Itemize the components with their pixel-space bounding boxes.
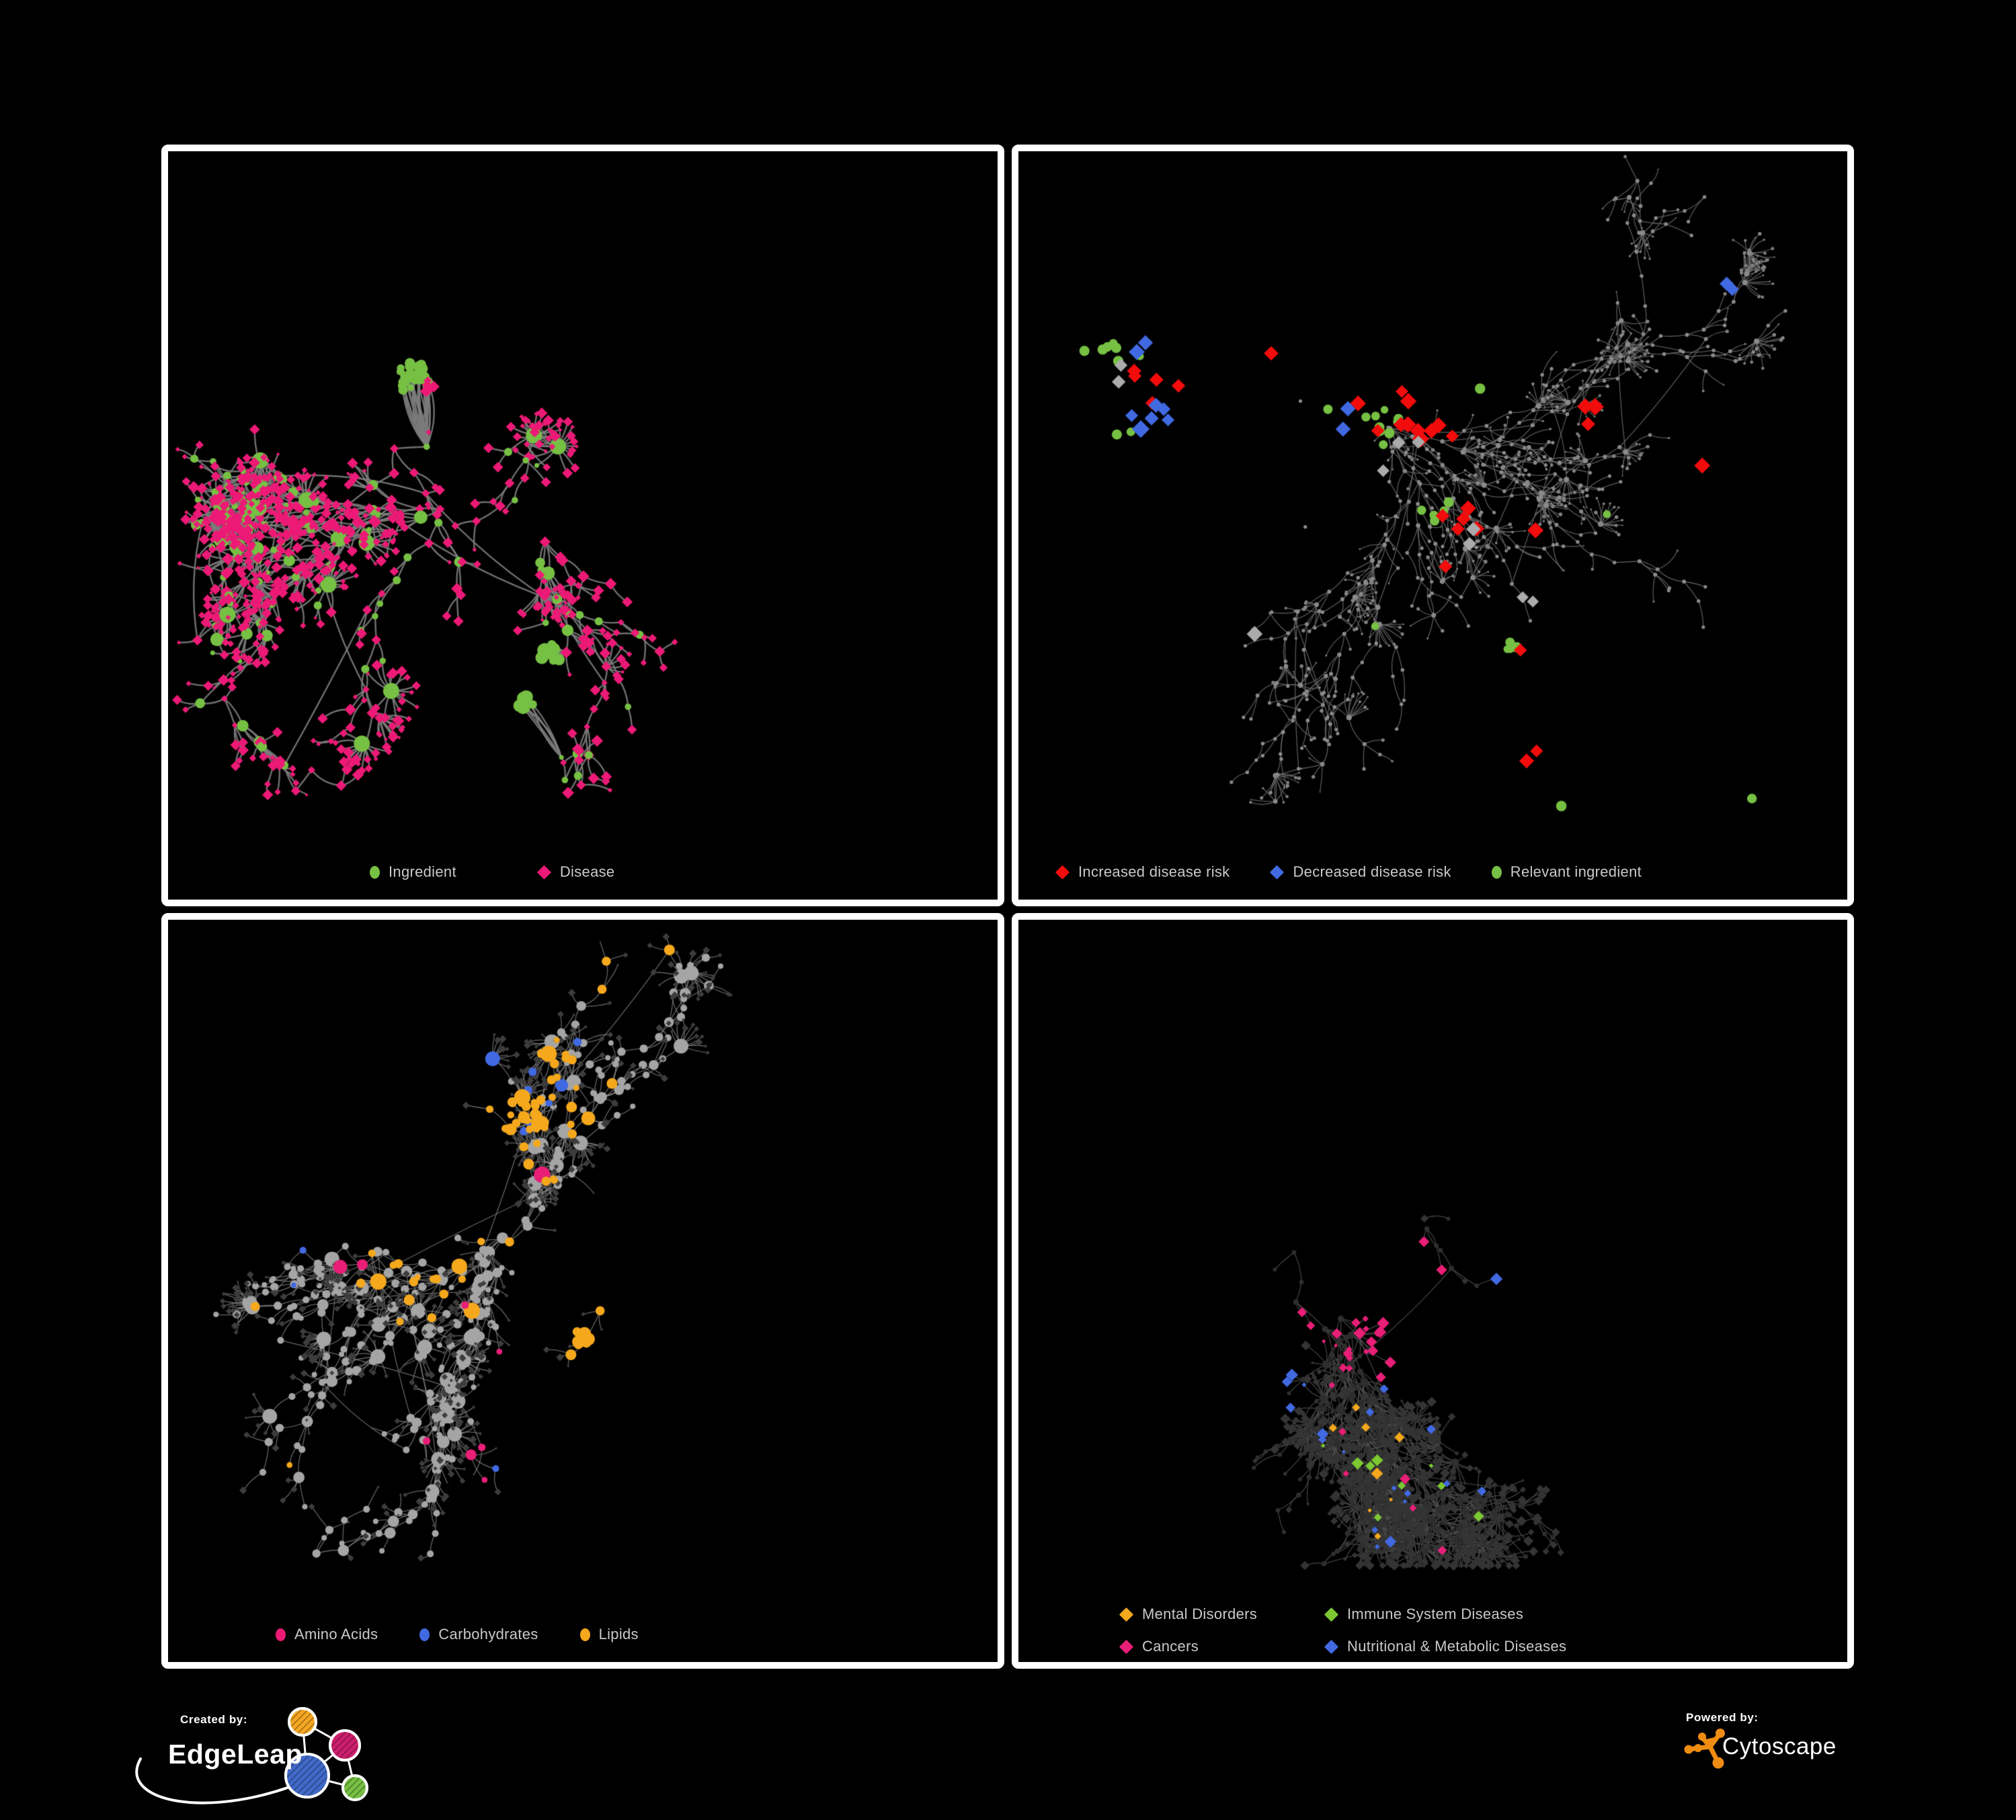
legend-item: Disease xyxy=(536,863,615,881)
legend-label: Amino Acids xyxy=(294,1626,378,1643)
legend-label: Cancers xyxy=(1142,1638,1199,1655)
legend-diamond-icon xyxy=(1119,1607,1134,1622)
network-canvas-nutrient-class xyxy=(168,920,998,1662)
legend-label: Mental Disorders xyxy=(1142,1606,1258,1622)
legend-item: Relevant ingredient xyxy=(1491,863,1642,881)
legend-diamond-icon xyxy=(1324,1607,1339,1622)
legend-item: Increased disease risk xyxy=(1055,863,1229,881)
network-canvas-disease-risk xyxy=(1018,151,1847,900)
legend-item: Nutritional & Metabolic Diseases xyxy=(1324,1638,1566,1655)
powered-by-label: Powered by: xyxy=(1686,1711,1759,1724)
edgeleap-logo-icon xyxy=(135,1707,368,1805)
legend-label: Carbohydrates xyxy=(438,1626,538,1643)
legend-label: Disease xyxy=(559,863,615,880)
legend-diamond-icon xyxy=(1324,1639,1339,1654)
legend-ingredient-disease: Ingredient Disease xyxy=(168,863,998,881)
legend-item: Cancers xyxy=(1119,1638,1297,1655)
created-by-label: Created by: xyxy=(180,1713,248,1726)
legend-circle-icon xyxy=(276,1628,286,1641)
legend-circle-icon xyxy=(1491,865,1502,879)
legend-item: Mental Disorders xyxy=(1119,1606,1297,1623)
legend-item: Lipids xyxy=(579,1626,639,1643)
legend-label: Lipids xyxy=(598,1626,639,1643)
cytoscape-logo-icon xyxy=(1684,1729,1725,1769)
legend-item: Amino Acids xyxy=(276,1626,378,1643)
legend-disease-class: Mental Disorders Immune System Diseases Ca… xyxy=(1018,1606,1847,1655)
edgeleap-wordmark: EdgeLeap xyxy=(168,1739,303,1770)
legend-grid: Mental Disorders Immune System Diseases Ca… xyxy=(1119,1606,1566,1655)
panel-nutrient-class: Amino Acids Carbohydrates Lipids xyxy=(161,913,1004,1669)
legend-diamond-icon xyxy=(1119,1639,1134,1654)
legend-diamond-icon xyxy=(536,865,551,879)
legend-diamond-icon xyxy=(1270,865,1285,879)
legend-label: Increased disease risk xyxy=(1078,863,1230,880)
legend-label: Ingredient xyxy=(389,863,456,880)
legend-nutrient-class: Amino Acids Carbohydrates Lipids xyxy=(168,1626,998,1643)
legend-circle-icon xyxy=(370,865,380,879)
panel-disease-class: Mental Disorders Immune System Diseases Ca… xyxy=(1012,913,1854,1669)
panel-ingredient-disease: Ingredient Disease xyxy=(161,145,1004,906)
legend-diamond-icon xyxy=(1055,865,1070,879)
legend-label: Nutritional & Metabolic Diseases xyxy=(1347,1638,1567,1655)
legend-label: Immune System Diseases xyxy=(1347,1606,1524,1622)
network-canvas-ingredient-disease xyxy=(168,151,998,900)
legend-item: Immune System Diseases xyxy=(1324,1606,1566,1623)
legend-item: Ingredient xyxy=(370,863,456,881)
panel-disease-risk: Increased disease risk Decreased disease … xyxy=(1012,145,1854,906)
legend-label: Decreased disease risk xyxy=(1293,863,1451,880)
network-canvas-disease-class xyxy=(1018,920,1847,1662)
legend-item: Carbohydrates xyxy=(419,1626,538,1643)
legend-label: Relevant ingredient xyxy=(1510,863,1642,880)
cytoscape-wordmark: Cytoscape xyxy=(1722,1733,1837,1759)
legend-circle-icon xyxy=(419,1628,430,1641)
legend-item: Decreased disease risk xyxy=(1270,863,1451,881)
legend-disease-risk: Increased disease risk Decreased disease … xyxy=(1018,863,1847,881)
legend-circle-icon xyxy=(579,1628,590,1641)
